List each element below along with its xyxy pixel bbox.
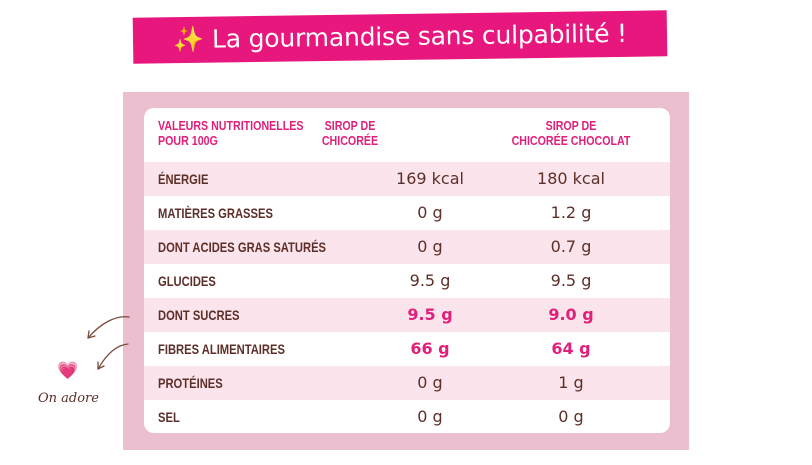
row-label: SEL [158, 409, 180, 425]
table-header: VALEURS NUTRITIONELLES POUR 100G SIROP DE… [144, 108, 670, 158]
header-sirop-chicoree: SIROP DE CHICORÉE [321, 118, 379, 148]
banner-title-text: La gourmandise sans culpabilité ! [211, 18, 628, 54]
value-sirop-chicoree-chocolat: 0.7 g [550, 237, 592, 256]
value-sirop-chicoree: 66 g [410, 339, 450, 358]
value-sirop-chicoree-chocolat: 9.5 g [550, 271, 592, 290]
header-sirop-chicoree-chocolat: SIROP DE CHICORÉE CHOCOLAT [511, 118, 631, 148]
value-sirop-chicoree: 0 g [417, 373, 443, 392]
value-sirop-chicoree: 9.5 g [409, 271, 451, 290]
value-sirop-chicoree: 0 g [417, 407, 443, 426]
row-label: ÉNERGIE [158, 171, 209, 187]
table-row: SEL 0 g 0 g [144, 400, 670, 433]
row-label: PROTÉINES [158, 375, 223, 391]
on-adore-annotation: On adore [38, 391, 99, 406]
table-row: GLUCIDES 9.5 g 9.5 g [144, 264, 670, 298]
arrow-upper [87, 316, 130, 339]
table-row: ÉNERGIE 169 kcal 180 kcal [144, 162, 670, 196]
value-sirop-chicoree: 0 g [417, 203, 443, 222]
header-nutrition-values: VALEURS NUTRITIONELLES POUR 100G [158, 118, 304, 148]
row-label: DONT SUCRES [158, 307, 240, 323]
banner-title: ✨ La gourmandise sans culpabilité ! [173, 19, 627, 55]
value-sirop-chicoree-chocolat: 1.2 g [550, 203, 592, 222]
value-sirop-chicoree-chocolat: 180 kcal [537, 169, 605, 188]
table-row: DONT ACIDES GRAS SATURÉS 0 g 0.7 g [144, 230, 670, 264]
table-row: MATIÈRES GRASSES 0 g 1.2 g [144, 196, 670, 230]
table-row: DONT SUCRES 9.5 g 9.0 g [144, 298, 670, 332]
arrows-decoration [87, 316, 130, 370]
row-label: FIBRES ALIMENTAIRES [158, 341, 285, 357]
arrow-lower [97, 343, 129, 370]
heart-icon: 💗 [57, 361, 79, 380]
value-sirop-chicoree: 169 kcal [396, 169, 464, 188]
value-sirop-chicoree: 0 g [417, 237, 443, 256]
table-row: FIBRES ALIMENTAIRES 66 g 64 g [144, 332, 670, 366]
nutrition-table: VALEURS NUTRITIONELLES POUR 100G SIROP DE… [144, 108, 670, 433]
title-banner: ✨ La gourmandise sans culpabilité ! [132, 10, 668, 64]
value-sirop-chicoree: 9.5 g [407, 305, 453, 324]
row-label: DONT ACIDES GRAS SATURÉS [158, 239, 327, 255]
value-sirop-chicoree-chocolat: 0 g [558, 407, 584, 426]
row-label: MATIÈRES GRASSES [158, 205, 273, 221]
value-sirop-chicoree-chocolat: 9.0 g [548, 305, 594, 324]
value-sirop-chicoree-chocolat: 1 g [558, 373, 584, 392]
row-label: GLUCIDES [158, 273, 216, 289]
table-row: PROTÉINES 0 g 1 g [144, 366, 670, 400]
value-sirop-chicoree-chocolat: 64 g [551, 339, 591, 358]
sparkle-icon: ✨ [172, 24, 205, 55]
